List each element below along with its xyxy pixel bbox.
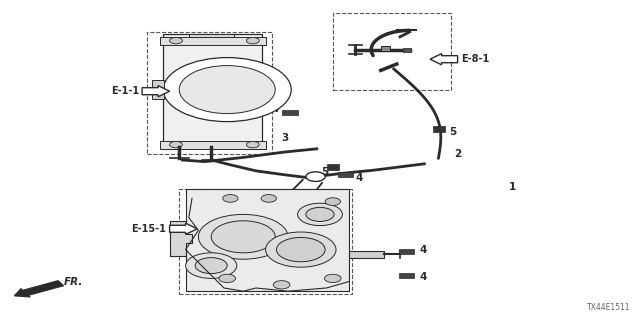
Bar <box>433 126 445 132</box>
Bar <box>381 46 390 51</box>
Circle shape <box>179 66 275 114</box>
Circle shape <box>261 195 276 202</box>
Polygon shape <box>170 221 192 256</box>
Bar <box>403 48 411 52</box>
Text: E-8-1: E-8-1 <box>461 54 489 64</box>
Bar <box>327 164 339 170</box>
Text: 4: 4 <box>419 272 427 283</box>
Text: 4: 4 <box>419 245 427 255</box>
Bar <box>333 13 451 90</box>
Polygon shape <box>163 34 262 147</box>
Circle shape <box>170 37 182 44</box>
Circle shape <box>306 172 325 181</box>
Bar <box>152 80 164 99</box>
Circle shape <box>186 253 237 278</box>
Bar <box>399 273 414 278</box>
Circle shape <box>246 141 259 148</box>
Circle shape <box>276 237 325 262</box>
FancyArrow shape <box>430 53 458 65</box>
Text: E-1-1: E-1-1 <box>111 86 139 96</box>
Circle shape <box>170 141 182 148</box>
FancyArrow shape <box>14 281 63 297</box>
Circle shape <box>211 221 275 253</box>
Bar <box>282 110 298 115</box>
Bar <box>160 141 266 149</box>
Circle shape <box>219 274 236 283</box>
Text: FR.: FR. <box>64 277 83 287</box>
FancyArrow shape <box>170 223 197 234</box>
Bar <box>349 251 384 258</box>
Bar <box>338 172 353 177</box>
Circle shape <box>246 37 259 44</box>
Bar <box>179 189 352 294</box>
Circle shape <box>266 232 336 267</box>
Text: 5: 5 <box>449 127 456 138</box>
Bar <box>399 249 414 254</box>
Bar <box>189 34 234 43</box>
Text: E-15-1: E-15-1 <box>132 224 166 234</box>
Circle shape <box>325 198 340 205</box>
Text: 1: 1 <box>509 182 516 192</box>
Text: 3: 3 <box>282 132 289 143</box>
Text: 5: 5 <box>321 166 328 177</box>
Circle shape <box>195 258 227 274</box>
Circle shape <box>273 281 290 289</box>
Circle shape <box>306 207 334 221</box>
Bar <box>160 37 266 45</box>
FancyArrow shape <box>142 86 170 97</box>
Text: 2: 2 <box>454 148 461 159</box>
Text: 4: 4 <box>355 173 363 183</box>
Circle shape <box>198 214 288 259</box>
Circle shape <box>163 58 291 122</box>
Circle shape <box>298 203 342 226</box>
Circle shape <box>223 195 238 202</box>
Text: 4: 4 <box>272 104 280 115</box>
Circle shape <box>324 274 341 283</box>
Polygon shape <box>186 189 349 291</box>
Text: TX44E1511: TX44E1511 <box>587 303 630 312</box>
Bar <box>147 32 272 154</box>
